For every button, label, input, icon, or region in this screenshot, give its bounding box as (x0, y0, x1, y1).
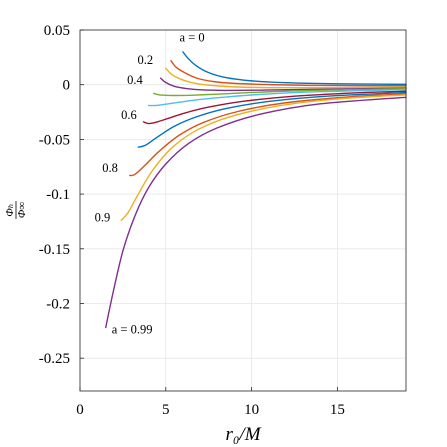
y-tick-label: -0.25 (39, 351, 70, 367)
y-tick-label: -0.2 (46, 296, 70, 312)
y-tick-label: -0.1 (46, 187, 70, 203)
y-tick-label: 0.05 (44, 23, 70, 39)
axis-ticks: 0 5 10 15 0.05 0 -0.05 -0.1 -0.15 -0.2 -0.25 (39, 23, 345, 418)
series-line-a-0-55 (147, 88, 407, 107)
curve-label: 0.9 (95, 210, 111, 224)
series-line-a-0-5 (153, 87, 407, 97)
y-tick-label: 0 (63, 78, 71, 94)
y-axis-title-numerator: Φₕ (4, 203, 16, 216)
x-tick-label: 10 (244, 402, 259, 418)
series-line-a-0-2 (170, 59, 407, 87)
y-tick-label: -0.05 (39, 132, 70, 148)
plot-frame (79, 29, 407, 392)
series-layer (105, 51, 407, 329)
series-line-a-0-3 (165, 67, 407, 89)
x-tick-label: 15 (330, 402, 345, 418)
series-line-a-0-7 (137, 91, 407, 148)
y-axis-title: Φₕ Φ∞ (4, 201, 28, 219)
x-axis-title: r₀/M (225, 424, 261, 445)
curve-annotations: a = 0 0.2 0.4 0.6 0.8 0.9 a = 0.99 (95, 30, 205, 336)
curve-label: a = 0.99 (112, 323, 153, 337)
series-line-a-0-99 (105, 96, 407, 329)
x-tick-label: 5 (162, 402, 170, 418)
series-line-a-0-9 (120, 94, 407, 222)
y-axis-title-denominator: Φ∞ (16, 202, 28, 218)
x-tick-label: 0 (76, 402, 84, 418)
curve-label: 0.8 (102, 161, 118, 175)
series-line-a-0-8 (129, 93, 407, 177)
curve-label: 0.4 (127, 73, 143, 87)
series-line-a-0-4 (159, 77, 407, 92)
curve-label: a = 0 (180, 30, 205, 44)
curve-label: 0.2 (137, 53, 153, 67)
curve-label: 0.6 (121, 108, 137, 122)
y-tick-label: -0.15 (39, 242, 70, 258)
series-line-a-0 (182, 51, 407, 86)
series-line-a-0-6 (142, 90, 407, 125)
